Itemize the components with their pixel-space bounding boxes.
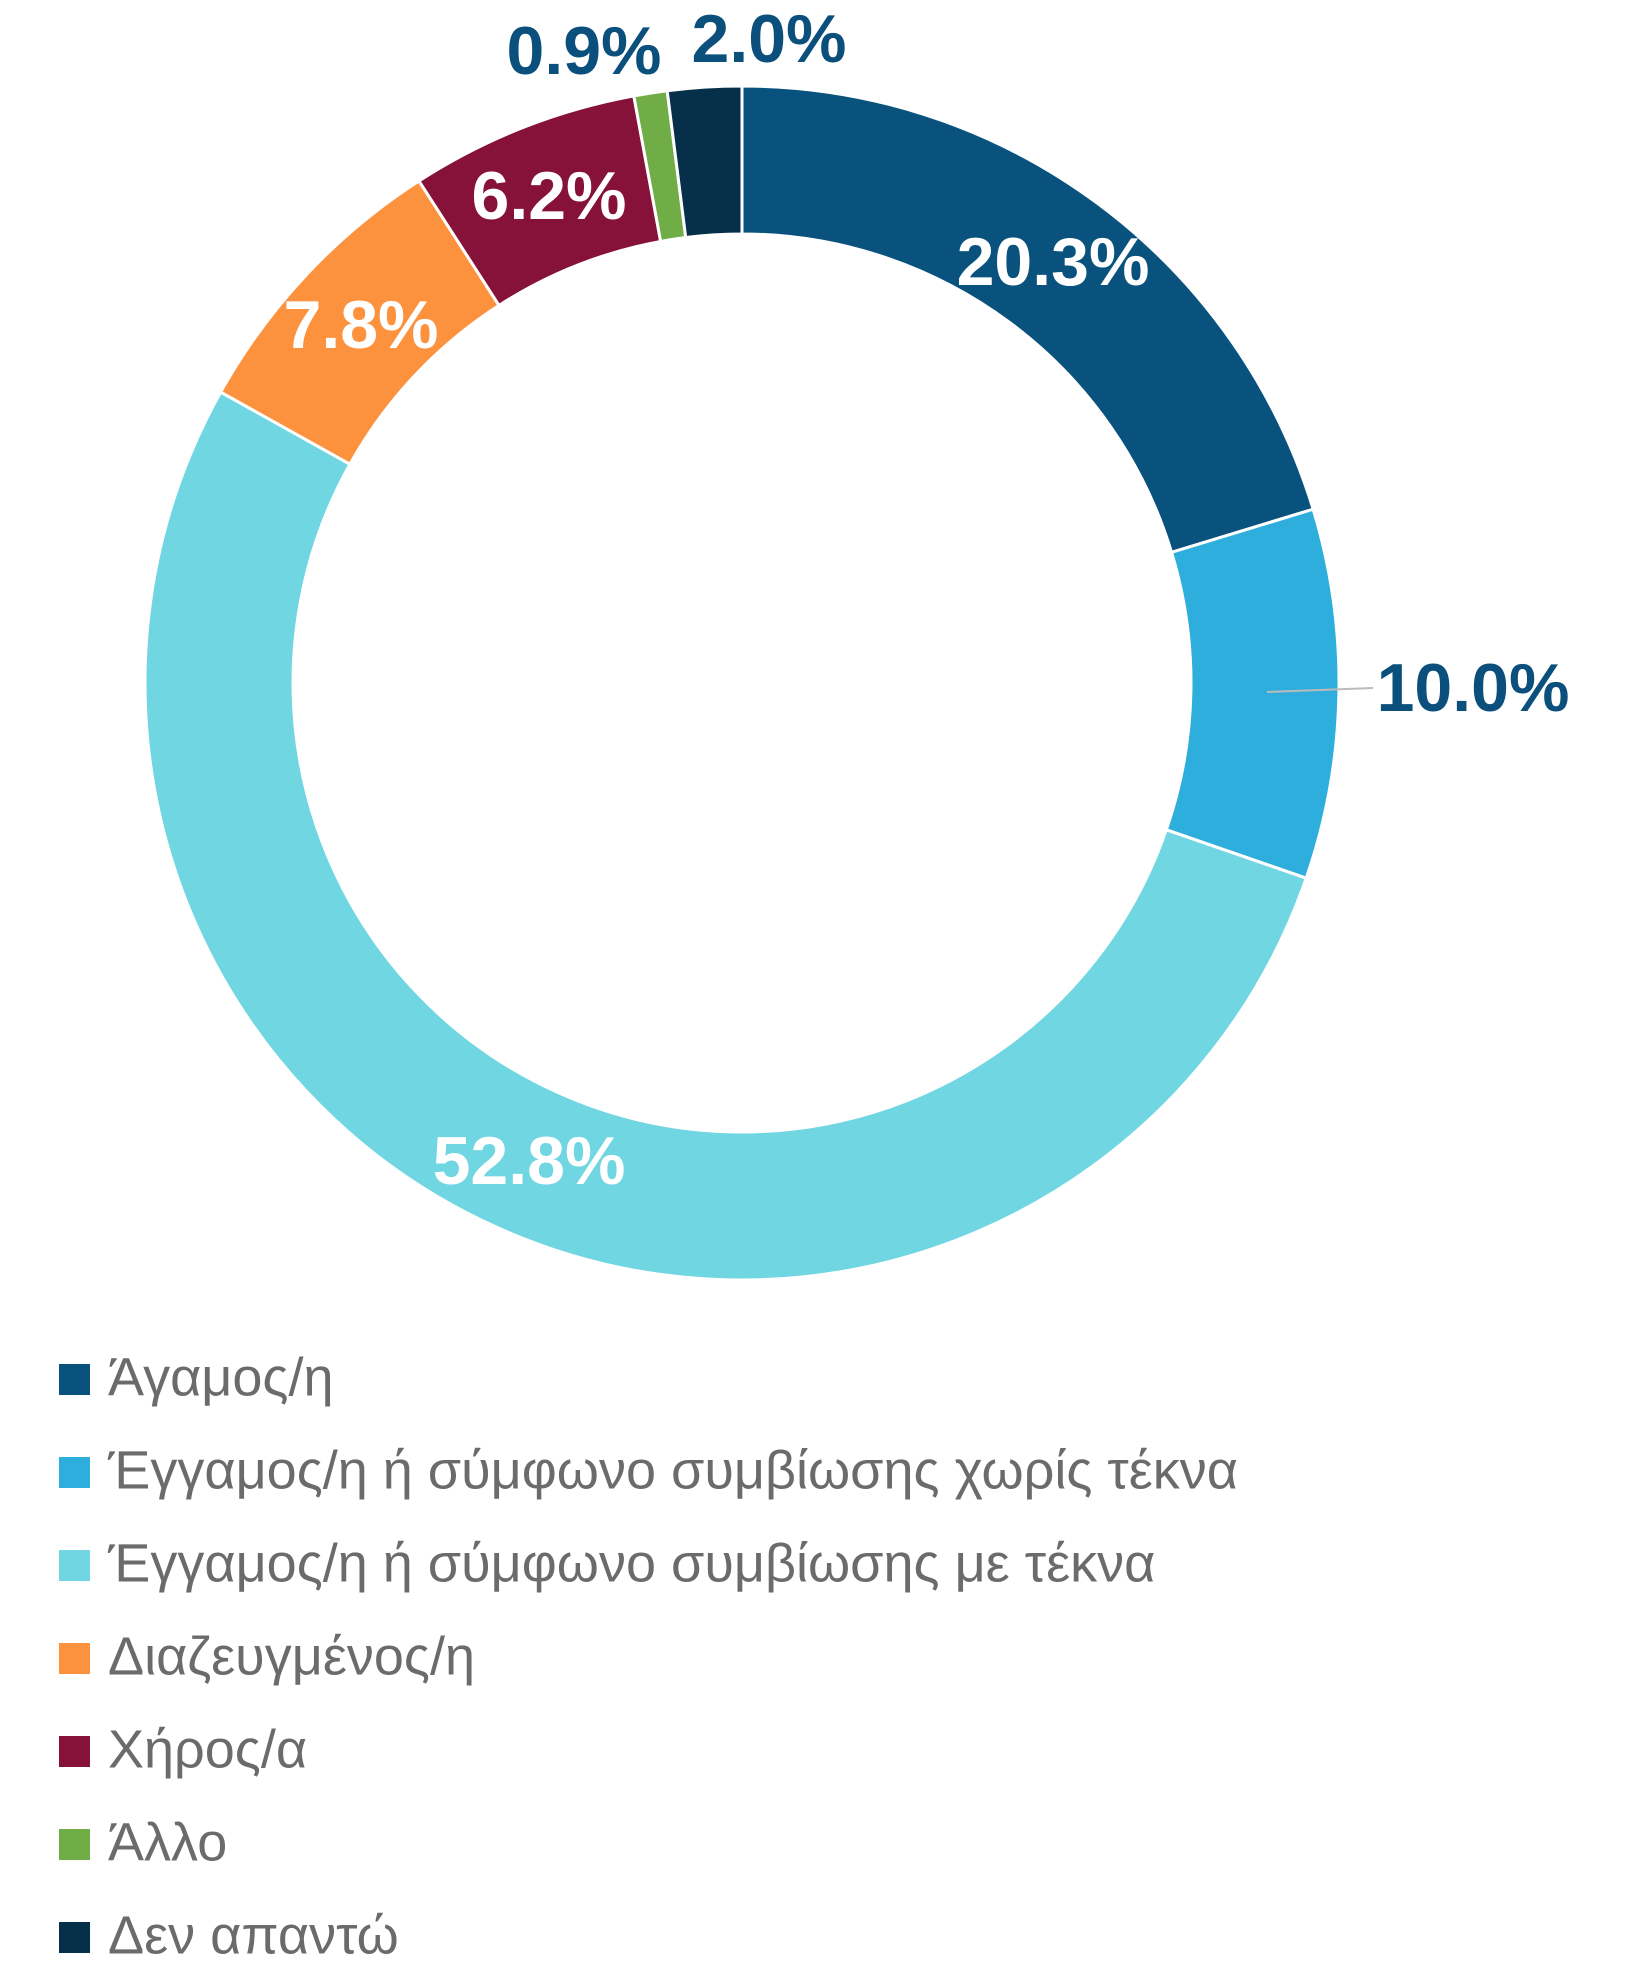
data-label: 2.0% bbox=[692, 1, 847, 77]
legend-swatch bbox=[59, 1922, 90, 1953]
donut-slice bbox=[665, 84, 744, 240]
donut-slice bbox=[143, 390, 1309, 1282]
legend-swatch bbox=[59, 1736, 90, 1767]
legend-label: Έγγαμος/η ή σύμφωνο συμβίωσης χωρίς τέκν… bbox=[107, 1440, 1238, 1500]
donut-slice bbox=[740, 84, 1316, 555]
legend-swatch bbox=[59, 1457, 90, 1488]
legend-swatch bbox=[59, 1829, 90, 1860]
data-label: 6.2% bbox=[472, 158, 627, 234]
legend-label: Χήρος/α bbox=[108, 1719, 307, 1779]
leader-line bbox=[1266, 687, 1374, 693]
legend-swatch bbox=[59, 1364, 90, 1395]
data-label: 10.0% bbox=[1377, 650, 1570, 726]
legend-label: Δεν απαντώ bbox=[108, 1905, 399, 1963]
data-label: 52.8% bbox=[433, 1123, 626, 1199]
legend-swatch bbox=[59, 1643, 90, 1674]
legend-label: Έγγαμος/η ή σύμφωνο συμβίωσης με τέκνα bbox=[107, 1533, 1155, 1593]
legend-label: Διαζευγμένος/η bbox=[108, 1626, 475, 1686]
data-label: 0.9% bbox=[507, 13, 662, 89]
data-label: 7.8% bbox=[284, 287, 439, 363]
donut-slice bbox=[1164, 507, 1341, 881]
legend-swatch bbox=[59, 1550, 90, 1581]
legend-label: Άγαμος/η bbox=[108, 1347, 334, 1407]
data-label: 20.3% bbox=[957, 224, 1150, 300]
legend-label: Άλλο bbox=[108, 1812, 227, 1872]
